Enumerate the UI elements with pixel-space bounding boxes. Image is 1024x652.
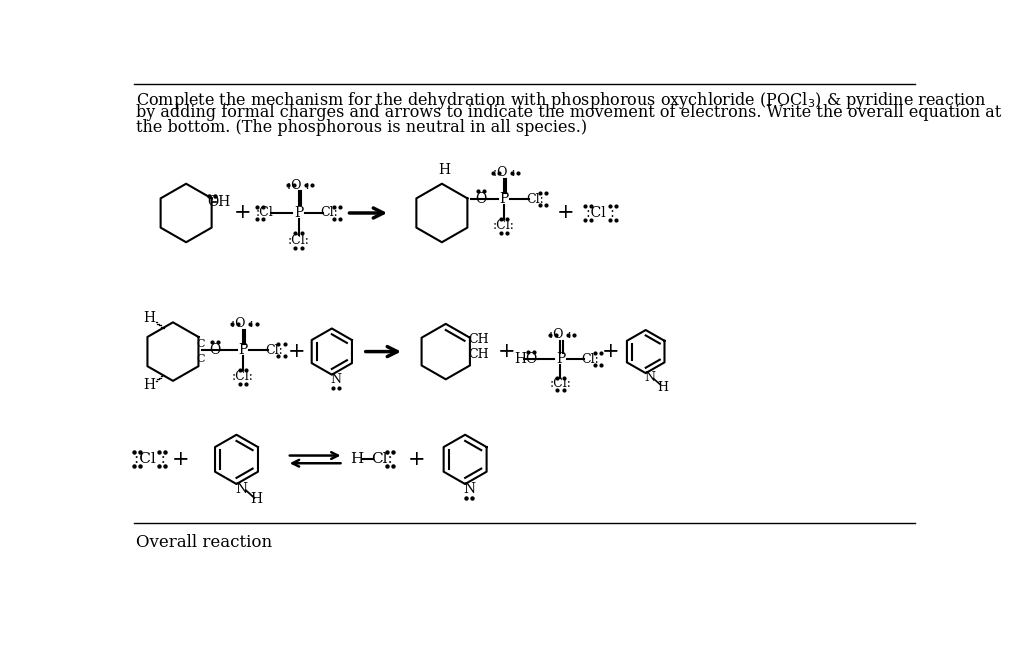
- Text: :O :: :O :: [549, 328, 571, 341]
- Text: :O :: :O :: [287, 179, 310, 192]
- Text: H: H: [143, 378, 156, 393]
- Text: P: P: [556, 352, 565, 366]
- Text: +: +: [557, 203, 574, 222]
- Text: N: N: [236, 482, 247, 496]
- Text: :O :: :O :: [493, 166, 515, 179]
- Text: OH: OH: [207, 195, 230, 209]
- Text: P: P: [500, 192, 509, 206]
- Text: CH: CH: [468, 333, 488, 346]
- Text: O: O: [475, 192, 486, 206]
- Text: the bottom. (The phosphorous is neutral in all species.): the bottom. (The phosphorous is neutral …: [136, 119, 587, 136]
- Text: +: +: [172, 450, 189, 469]
- Text: N: N: [463, 482, 475, 496]
- Text: N: N: [644, 371, 655, 384]
- Text: H: H: [438, 163, 451, 177]
- Text: by adding formal charges and arrows to indicate the movement of electrons. Write: by adding formal charges and arrows to i…: [136, 104, 1001, 121]
- Text: :O :: :O :: [231, 318, 254, 331]
- Text: +: +: [602, 342, 620, 361]
- Text: Cl:: Cl:: [372, 452, 393, 466]
- Text: O: O: [209, 343, 220, 357]
- Text: :Cl :: :Cl :: [134, 452, 166, 466]
- Text: H: H: [657, 381, 669, 394]
- Text: Complete the mechanism for the dehydration with phosphorous oxychloride (POCl$_3: Complete the mechanism for the dehydrati…: [136, 90, 986, 111]
- Text: H: H: [143, 311, 156, 325]
- Text: +: +: [233, 203, 252, 222]
- Text: :Cl:: :Cl:: [493, 219, 515, 232]
- Text: Cl:: Cl:: [526, 192, 544, 205]
- Text: C: C: [197, 354, 205, 364]
- Text: +: +: [288, 342, 306, 361]
- Text: :Cl: :Cl: [256, 207, 273, 220]
- Text: +: +: [498, 342, 515, 361]
- Text: O: O: [525, 352, 537, 366]
- Text: H: H: [251, 492, 262, 507]
- Text: :Cl :: :Cl :: [587, 206, 615, 220]
- Text: H: H: [514, 352, 526, 366]
- Text: Cl:: Cl:: [581, 353, 599, 366]
- Text: :Cl:: :Cl:: [288, 234, 309, 247]
- Text: CH: CH: [468, 348, 488, 361]
- Text: Overall reaction: Overall reaction: [136, 534, 272, 551]
- Text: +: +: [408, 450, 425, 469]
- Text: H: H: [350, 452, 364, 466]
- Text: N: N: [330, 373, 341, 386]
- Text: Cl:: Cl:: [321, 207, 338, 220]
- Text: :Cl:: :Cl:: [550, 378, 571, 391]
- Text: :Cl:: :Cl:: [231, 370, 254, 383]
- Text: C: C: [197, 339, 205, 349]
- Text: P: P: [238, 343, 248, 357]
- Text: Cl:: Cl:: [265, 344, 283, 357]
- Text: P: P: [294, 206, 303, 220]
